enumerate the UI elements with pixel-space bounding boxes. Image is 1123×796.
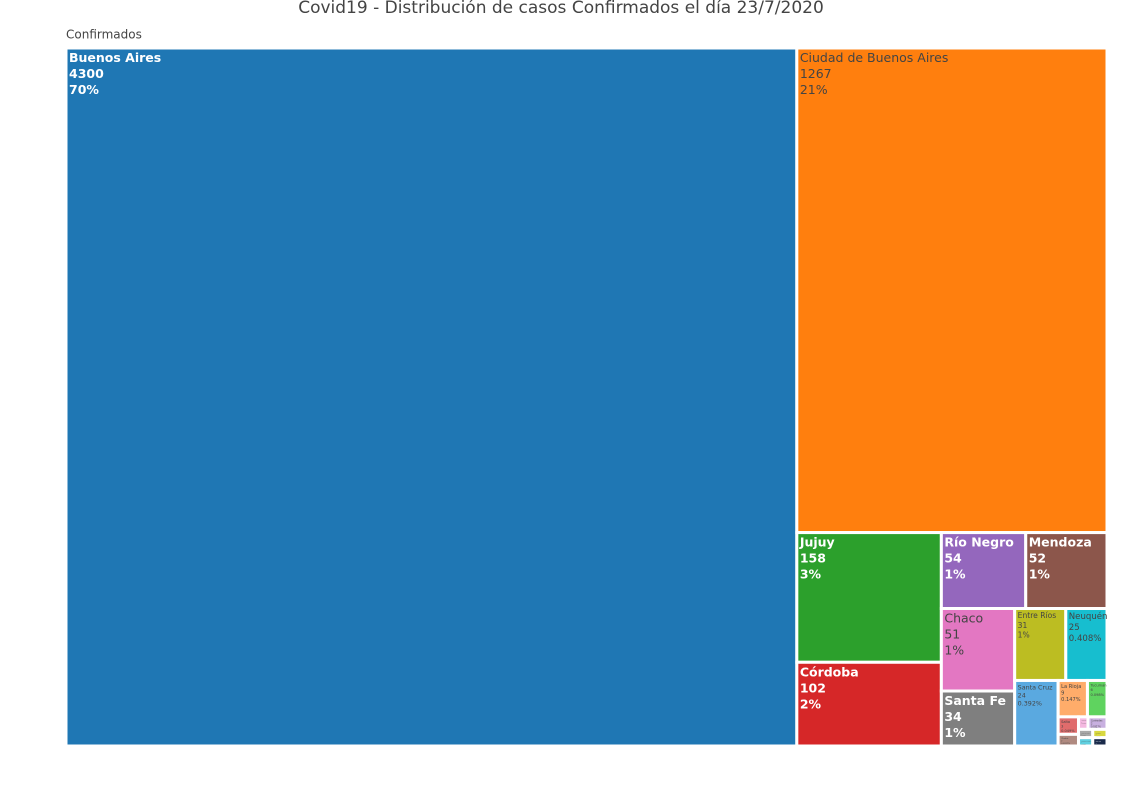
tile-value: 1	[1081, 721, 1082, 723]
tile-percent: 2%	[800, 696, 822, 711]
tile-label: Córdoba	[800, 664, 859, 679]
tile-percent: 3%	[800, 567, 822, 582]
tile-value: 34	[944, 709, 962, 724]
tile-label: Neuquén	[1069, 611, 1108, 622]
tile-label: Chaco	[944, 610, 983, 625]
tile-label: Tierra del Fuego	[1081, 731, 1090, 734]
tile-label: Salta	[1061, 720, 1070, 724]
tile	[1013, 678, 1060, 748]
tile-percent: 0.408%	[1069, 634, 1102, 644]
tile-value: 25	[1069, 623, 1080, 633]
tile-label: Río Negro	[944, 535, 1014, 550]
tile	[795, 46, 1109, 535]
tile-percent: 0.147%	[1061, 697, 1081, 703]
tile-label: Formosa	[1096, 732, 1101, 735]
tile-percent: 21%	[800, 82, 828, 97]
tile-percent: 0.0163%	[1081, 723, 1086, 725]
tile-value: 3	[1061, 725, 1063, 729]
tile-label: Tucumán	[1089, 684, 1106, 688]
tile-percent: 0.098%	[1090, 693, 1104, 697]
tile-percent: 0.0163%	[1081, 743, 1085, 745]
tile-percent: 0.0163%	[1081, 735, 1086, 737]
tile-value: 158	[800, 551, 826, 566]
tile-value: 2	[1061, 741, 1063, 743]
tile-label: Chubut	[1061, 737, 1068, 740]
tile-percent: 1%	[944, 642, 964, 657]
tile-label: Corrientes	[1091, 720, 1103, 723]
tile	[64, 46, 799, 748]
tile-percent: 1%	[1018, 631, 1030, 640]
tile-value: 24	[1018, 692, 1026, 699]
tile-label: La Rioja	[1061, 684, 1081, 690]
tile	[795, 660, 943, 748]
chart-title: Covid19 - Distribución de casos Confirma…	[298, 0, 824, 18]
tile	[1091, 736, 1109, 748]
tile-value: 1	[1081, 734, 1082, 736]
tile-percent: 1%	[944, 567, 966, 582]
root-label: Confirmados	[66, 28, 142, 42]
tile-value: 1	[1081, 742, 1082, 744]
tile-percent: 70%	[69, 82, 99, 97]
tile-percent: 0.0327%	[1061, 743, 1070, 745]
tile-label: Mendoza	[1029, 535, 1092, 550]
tile-value: 1267	[800, 66, 832, 81]
tile-label: Santa Fe	[944, 693, 1006, 708]
tile-value: 9	[1061, 691, 1064, 697]
tile-label: Ciudad de Buenos Aires	[800, 50, 949, 65]
tile-label: San Luis	[1096, 741, 1102, 743]
tile-percent: 0.049%	[1061, 729, 1075, 733]
tile	[1064, 606, 1109, 682]
tile-percent: 1%	[944, 725, 966, 740]
tile-value: 1	[1096, 734, 1097, 736]
tile-value: 102	[800, 680, 826, 695]
tile-label: Misiones	[1081, 720, 1086, 722]
tile-label: Buenos Aires	[69, 50, 161, 65]
tile-value: 31	[1018, 621, 1028, 630]
tile-label: Jujuy	[799, 535, 835, 550]
tile-value: 4300	[69, 66, 104, 81]
tile-value: 2	[1091, 723, 1093, 726]
tile-value: 6	[1090, 688, 1093, 692]
tile-percent: 0.0327%	[1091, 725, 1101, 728]
tile-value: 1	[1096, 742, 1097, 744]
tile-percent: 0.392%	[1018, 701, 1042, 708]
tile-label: Santiago del Estero	[1081, 740, 1091, 743]
tile-percent: 0.0163%	[1096, 744, 1102, 746]
tile-value: 54	[944, 551, 962, 566]
tile-value: 51	[944, 626, 960, 641]
tile	[795, 531, 943, 664]
tile-label: Santa Cruz	[1018, 684, 1053, 691]
tile-value: 52	[1029, 551, 1046, 566]
tile	[1024, 531, 1109, 610]
tile-label: Entre Ríos	[1018, 611, 1057, 620]
tile-percent: 1%	[1029, 567, 1051, 582]
